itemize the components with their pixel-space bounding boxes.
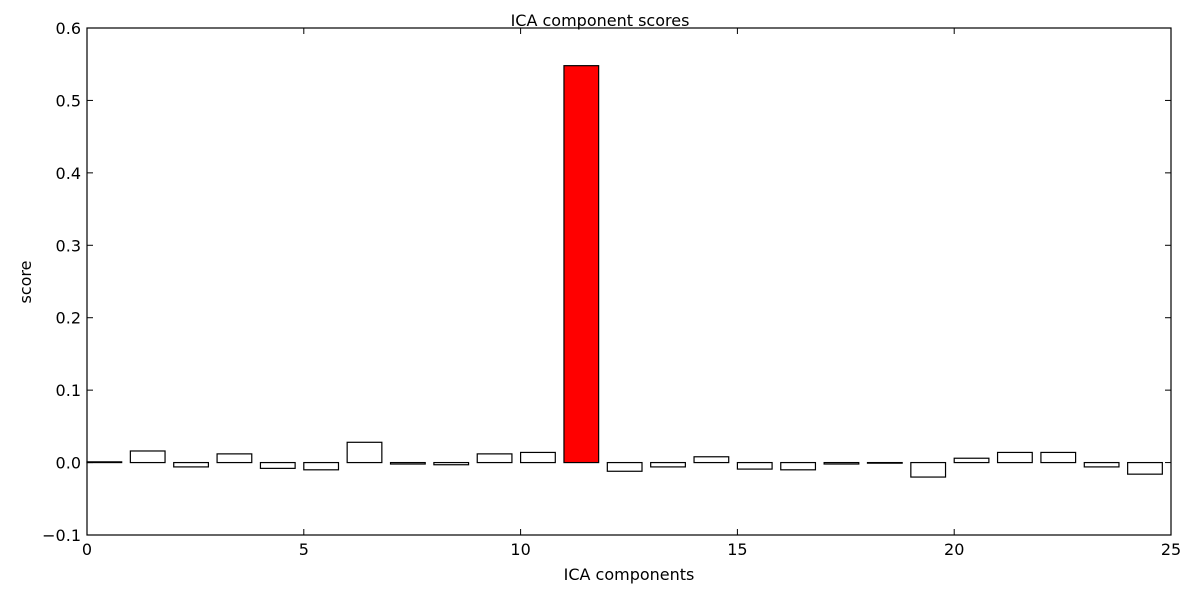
bar [736, 461, 773, 470]
bar [389, 461, 426, 465]
bar [346, 441, 383, 464]
x-tick-label: 0 [82, 540, 92, 559]
ticks-layer: 0 5 10 15 20 25 −0.1 0.0 0.1 0.2 0.3 0.4 0.5 0.6 [42, 19, 1181, 559]
bar [1040, 451, 1077, 464]
y-tick-label: 0.6 [56, 19, 81, 38]
y-tick-label: 0.3 [56, 236, 81, 255]
x-tick-label: 25 [1161, 540, 1181, 559]
y-axis-label: score [16, 261, 35, 304]
x-tick-label: 15 [727, 540, 747, 559]
bar [1083, 461, 1120, 468]
y-tick-label: 0.4 [56, 164, 81, 183]
bar [216, 453, 253, 464]
bar [1127, 461, 1163, 475]
bar [433, 461, 470, 466]
y-tick-label: 0.5 [56, 91, 81, 110]
bar [476, 453, 513, 464]
bar [173, 461, 210, 468]
y-tick-label: 0.2 [56, 309, 81, 328]
bar [519, 451, 556, 464]
bar [606, 461, 643, 472]
x-tick-label: 5 [299, 540, 309, 559]
bar [996, 451, 1033, 464]
bar [780, 461, 817, 471]
bar [129, 450, 166, 464]
y-tick-label: −0.1 [42, 526, 81, 545]
bar [650, 461, 686, 468]
bar [953, 457, 990, 464]
bar [866, 461, 903, 464]
bar-highlighted [563, 65, 600, 464]
bar [303, 461, 340, 471]
bar [259, 461, 296, 469]
bars-layer [86, 65, 1163, 478]
bar [823, 461, 860, 465]
x-axis-label: ICA components [564, 565, 695, 584]
y-tick-label: 0.0 [56, 454, 81, 473]
x-tick-label: 20 [944, 540, 964, 559]
y-tick-label: 0.1 [56, 381, 81, 400]
chart-title: ICA component scores [511, 11, 690, 30]
x-tick-label: 10 [510, 540, 530, 559]
plot-frame [86, 27, 1172, 536]
bar [910, 461, 947, 478]
bar [693, 456, 730, 464]
